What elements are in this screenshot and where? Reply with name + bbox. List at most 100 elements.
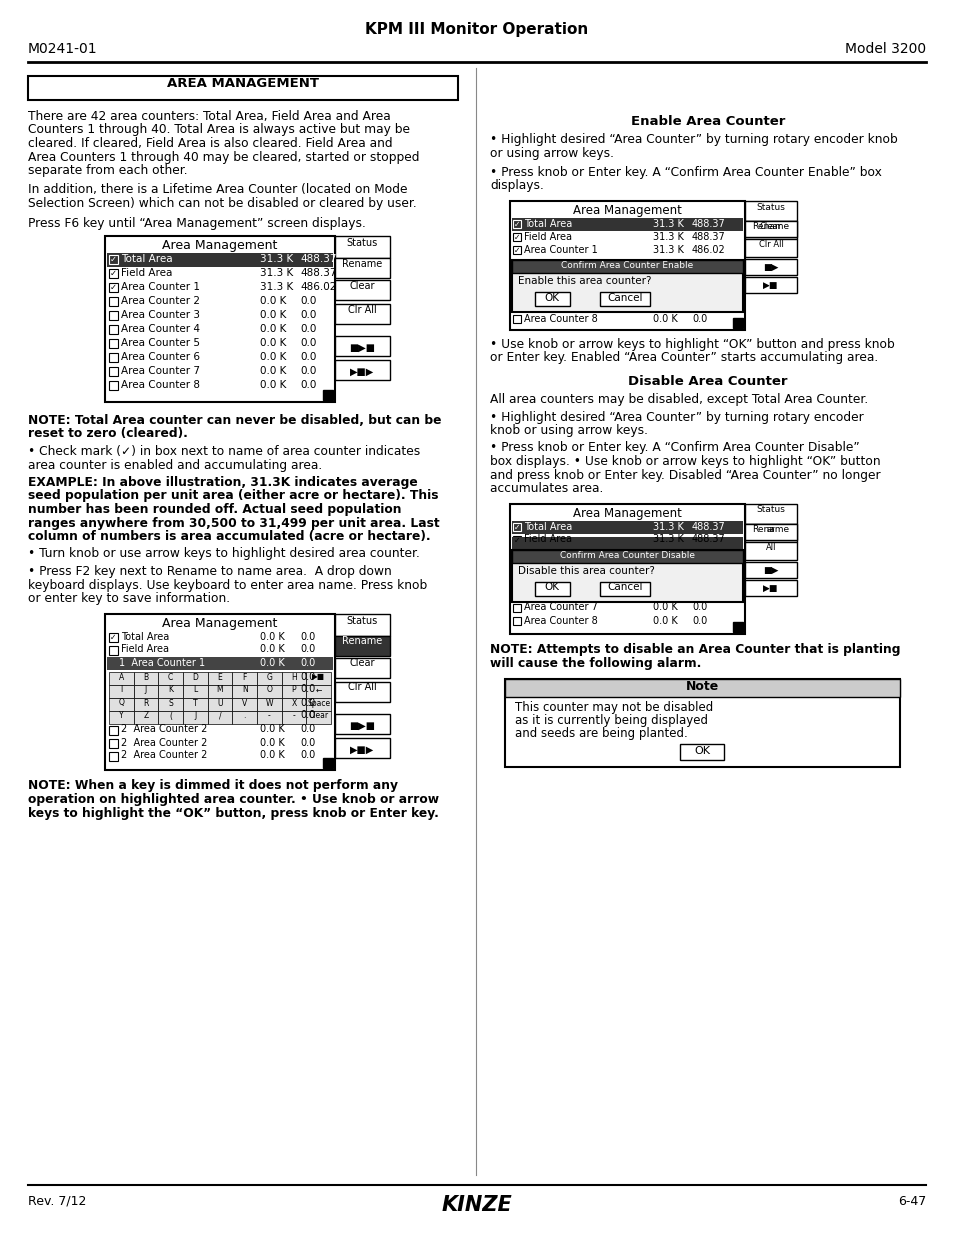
Bar (233, 698, 256, 710)
Text: 0.0: 0.0 (299, 710, 314, 720)
Text: K: K (168, 685, 173, 694)
Text: EXAMPLE: In above illustration, 31.3K indicates average: EXAMPLE: In above illustration, 31.3K in… (28, 475, 417, 489)
Text: 0.0: 0.0 (299, 296, 316, 306)
Text: M0241-01: M0241-01 (28, 42, 97, 56)
Text: number has been rounded off. Actual seed population: number has been rounded off. Actual seed… (28, 503, 401, 516)
Bar (744, 504, 796, 524)
Bar (109, 646, 118, 655)
Text: 0.0: 0.0 (299, 366, 316, 375)
Bar (256, 710, 281, 724)
Bar (256, 684, 281, 698)
Text: OK: OK (544, 583, 558, 593)
Text: X: X (291, 699, 296, 708)
Text: U: U (217, 699, 222, 708)
Text: ✓: ✓ (514, 246, 519, 254)
Text: Disable Area Counter: Disable Area Counter (628, 375, 787, 388)
Text: 0.0 K: 0.0 K (260, 352, 286, 362)
Text: J: J (194, 711, 196, 720)
Bar (109, 283, 118, 291)
Text: ■▶: ■▶ (762, 567, 778, 576)
Text: R: R (143, 699, 149, 708)
Text: Total Area: Total Area (523, 521, 572, 531)
Bar (183, 684, 208, 698)
Text: ✓: ✓ (110, 283, 116, 291)
Bar (109, 382, 118, 390)
Bar (744, 221, 796, 240)
Text: 0.0: 0.0 (299, 657, 314, 667)
Text: A: A (118, 673, 124, 682)
Bar (679, 743, 723, 760)
Text: or using arrow keys.: or using arrow keys. (490, 147, 614, 159)
Text: 488.37: 488.37 (299, 254, 336, 264)
Bar (335, 636, 390, 656)
Text: • Press knob or Enter key. A “Confirm Area Counter Enable” box: • Press knob or Enter key. A “Confirm Ar… (490, 165, 881, 179)
Bar (323, 757, 333, 767)
Text: 0.0 K: 0.0 K (260, 296, 286, 306)
Text: • Check mark (✓) in box next to name of area counter indicates: • Check mark (✓) in box next to name of … (28, 445, 420, 458)
Bar (109, 632, 118, 641)
Bar (109, 311, 118, 320)
Text: Cancel: Cancel (607, 583, 642, 593)
Text: -: - (268, 711, 271, 720)
Bar (109, 269, 118, 278)
Text: Cancel: Cancel (607, 293, 642, 303)
Bar (512, 550, 742, 562)
Text: Model 3200: Model 3200 (844, 42, 925, 56)
Text: • Highlight desired “Area Counter” by turning rotary encoder: • Highlight desired “Area Counter” by tu… (490, 410, 862, 424)
Text: 31.3 K: 31.3 K (260, 268, 293, 278)
Text: 2  Area Counter 2: 2 Area Counter 2 (121, 725, 207, 735)
Bar (109, 752, 118, 761)
Bar (306, 672, 331, 684)
Bar (158, 684, 183, 698)
Text: and press knob or Enter key. Disabled “Area Counter” no longer: and press knob or Enter key. Disabled “A… (490, 468, 880, 482)
Text: Field Area: Field Area (121, 268, 172, 278)
Bar (512, 550, 742, 601)
Bar (512, 219, 742, 231)
Bar (335, 336, 390, 356)
Bar (281, 698, 306, 710)
Text: Field Area: Field Area (523, 232, 572, 242)
Text: M: M (216, 685, 223, 694)
Bar (107, 657, 333, 669)
Text: ■▶: ■▶ (762, 264, 778, 273)
Bar (744, 562, 796, 578)
Text: Rename: Rename (341, 636, 382, 646)
Text: P: P (292, 685, 296, 694)
Text: • Turn knob or use arrow keys to highlight desired area counter.: • Turn knob or use arrow keys to highlig… (28, 547, 419, 561)
Bar (513, 315, 520, 324)
Text: ▶■: ▶■ (312, 673, 325, 682)
Bar (504, 678, 899, 697)
Text: will cause the following alarm.: will cause the following alarm. (490, 657, 700, 671)
Bar (335, 304, 390, 324)
Text: 31.3 K: 31.3 K (260, 282, 293, 291)
Text: ▶■: ▶■ (762, 584, 778, 594)
Text: Enable this area counter?: Enable this area counter? (517, 275, 651, 287)
Text: F: F (242, 673, 247, 682)
Bar (109, 325, 118, 333)
Text: or Enter key. Enabled “Area Counter” starts accumulating area.: or Enter key. Enabled “Area Counter” sta… (490, 352, 878, 364)
Text: 0.0 K: 0.0 K (260, 751, 284, 761)
Text: 2  Area Counter 2: 2 Area Counter 2 (121, 737, 207, 747)
Text: 488.37: 488.37 (299, 268, 336, 278)
Text: 31.3 K: 31.3 K (652, 245, 683, 254)
Text: Area Counter 8: Area Counter 8 (121, 380, 200, 390)
Text: Clear: Clear (349, 658, 375, 668)
Text: Q: Q (118, 699, 124, 708)
Bar (158, 710, 183, 724)
Bar (744, 277, 796, 293)
Text: Confirm Area Counter Enable: Confirm Area Counter Enable (560, 261, 693, 270)
Text: ▶■: ▶■ (762, 282, 778, 291)
Text: -: - (293, 711, 295, 720)
Text: cleared. If cleared, Field Area is also cleared. Field Area and: cleared. If cleared, Field Area is also … (28, 137, 393, 149)
Text: Clr All: Clr All (758, 240, 782, 249)
Text: 0.0 K: 0.0 K (260, 725, 284, 735)
Bar (183, 698, 208, 710)
Bar (306, 698, 331, 710)
Text: as it is currently being displayed: as it is currently being displayed (515, 714, 707, 727)
Text: • Highlight desired “Area Counter” by turning rotary encoder knob: • Highlight desired “Area Counter” by tu… (490, 133, 897, 146)
Bar (335, 280, 390, 300)
Text: OK: OK (544, 293, 558, 303)
Bar (335, 258, 390, 278)
Text: ✓: ✓ (110, 254, 116, 264)
Text: All: All (765, 542, 776, 552)
